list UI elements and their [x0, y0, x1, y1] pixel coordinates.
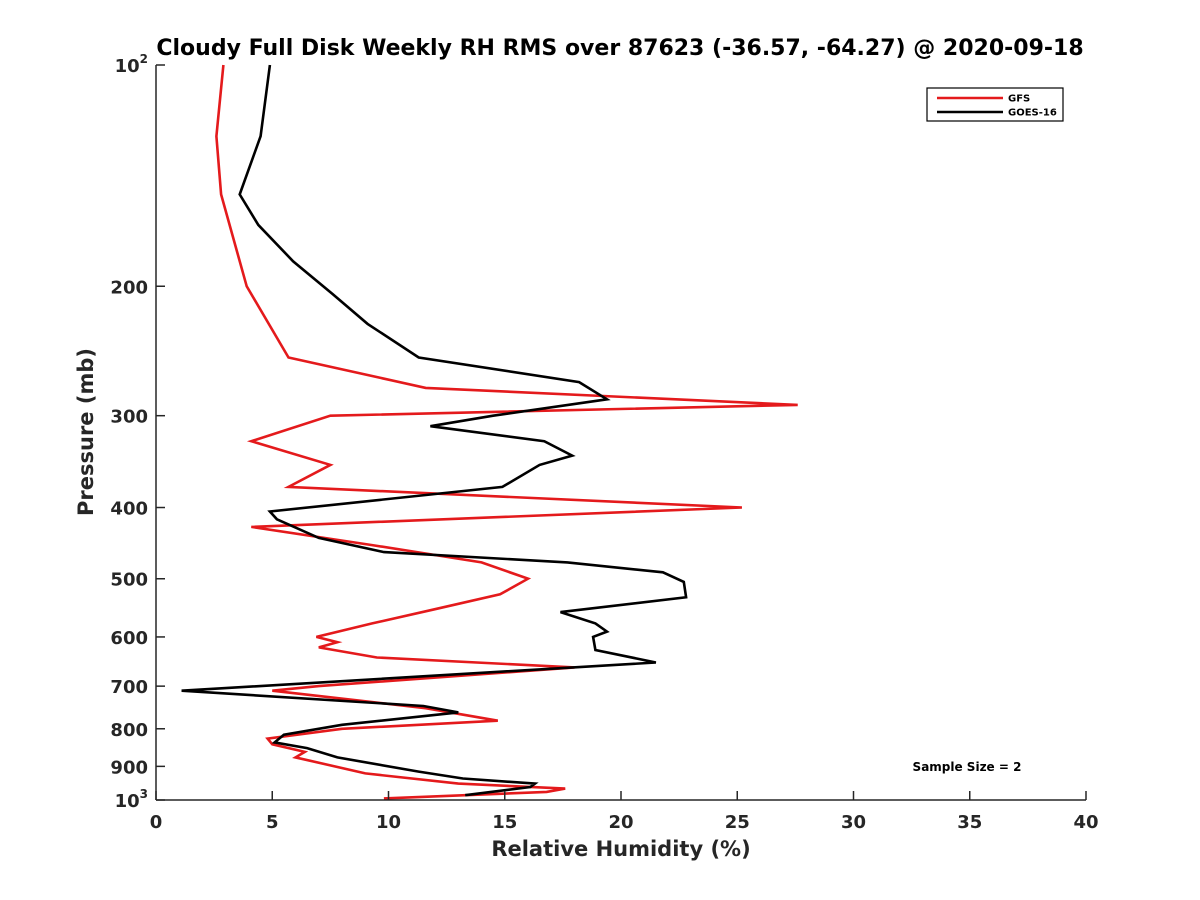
legend-box: [926, 87, 1064, 122]
y-tick-label: 400: [110, 499, 148, 520]
x-tick-label: 20: [608, 812, 633, 833]
legend: GFS GOES-16: [926, 87, 1064, 122]
x-tick-label: 30: [841, 812, 866, 833]
sample-size-annotation: Sample Size = 2: [913, 760, 1022, 774]
x-axis-ticks: 0 5 10 15 20 25 30 35 40: [150, 791, 1099, 833]
y-tick-exponent: 3: [140, 787, 148, 801]
y-tick-label: 900: [110, 757, 148, 778]
x-tick-label: 5: [266, 812, 279, 833]
y-tick-label: 102: [115, 52, 148, 77]
y-tick-label: 500: [110, 570, 148, 591]
y-tick-label: 800: [110, 720, 148, 741]
y-tick-base: 10: [115, 791, 140, 812]
y-tick-label: 300: [110, 407, 148, 428]
legend-label: GFS: [1008, 94, 1030, 105]
y-axis-label: Pressure (mb): [74, 348, 98, 516]
chart-title: Cloudy Full Disk Weekly RH RMS over 8762…: [156, 36, 1083, 61]
y-tick-base: 10: [115, 56, 140, 77]
y-tick-label: 200: [110, 277, 148, 298]
x-tick-label: 0: [150, 812, 163, 833]
x-tick-label: 40: [1073, 812, 1098, 833]
legend-label: GOES-16: [1008, 108, 1057, 119]
x-axis-label: Relative Humidity (%): [491, 837, 750, 861]
plot-lines: [181, 64, 798, 800]
series-line-gfs: [215, 64, 798, 800]
x-tick-label: 15: [492, 812, 517, 833]
x-tick-label: 25: [725, 812, 750, 833]
y-tick-label: 700: [110, 677, 148, 698]
y-tick-exponent: 2: [140, 52, 148, 66]
y-tick-label: 600: [110, 628, 148, 649]
plot-area: [156, 65, 1086, 800]
x-tick-label: 35: [957, 812, 982, 833]
x-tick-label: 10: [376, 812, 401, 833]
y-tick-label: 103: [115, 787, 148, 812]
series-line-goes-16: [181, 64, 688, 797]
